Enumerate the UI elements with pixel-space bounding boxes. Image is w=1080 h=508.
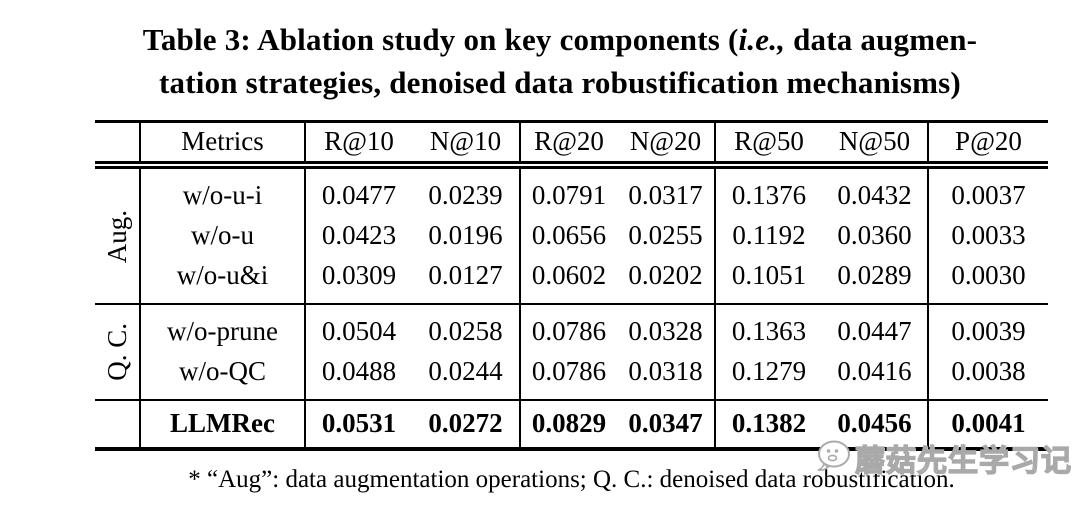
cell-r20: 0.0786 bbox=[519, 352, 617, 401]
cell-r20: 0.0829 bbox=[519, 400, 617, 451]
cell-r50: 0.1051 bbox=[714, 256, 822, 305]
cell-method: w/o-u-i bbox=[139, 165, 305, 216]
cell-p20: 0.0039 bbox=[927, 304, 1048, 352]
table-footnote: * “Aug”: data augmentation operations; Q… bbox=[188, 466, 955, 493]
table-row-llmrec: LLMRec 0.0531 0.0272 0.0829 0.0347 0.138… bbox=[95, 400, 1048, 451]
cell-n50: 0.0447 bbox=[837, 316, 912, 347]
cell-r50: 0.1376 bbox=[714, 165, 822, 216]
cell-r20: 0.0791 bbox=[519, 165, 617, 216]
header-group-empty bbox=[95, 120, 140, 169]
table-row: w/o-u&i 0.0309 0.0127 0.0602 0.0202 0.10… bbox=[95, 256, 1048, 305]
cell-n20: 0.0255 bbox=[628, 220, 703, 251]
header-r10: R@10 bbox=[304, 120, 412, 169]
cell-p20: 0.0030 bbox=[927, 256, 1048, 305]
cell-n50: 0.0289 bbox=[822, 256, 928, 305]
header-metrics: Metrics bbox=[139, 120, 305, 169]
cell-r10: 0.0488 bbox=[304, 352, 412, 401]
cell-p20: 0.0033 bbox=[927, 216, 1048, 256]
cell-r20: 0.0602 bbox=[519, 256, 617, 305]
ablation-table: Metrics R@10 N@10 R@20 N@20 R@50 N@50 P@… bbox=[95, 120, 1048, 451]
cell-n10: 0.0127 bbox=[412, 256, 520, 305]
cell-r50: 0.1279 bbox=[714, 352, 822, 401]
header-p20: P@20 bbox=[927, 120, 1048, 169]
caption-italic-ie: i.e., bbox=[738, 22, 786, 57]
cell-n50: 0.0360 bbox=[837, 220, 912, 251]
header-r20: R@20 bbox=[519, 120, 617, 169]
header-r50: R@50 bbox=[714, 120, 822, 169]
cell-method: w/o-QC bbox=[139, 352, 305, 401]
table-row: Aug. w/o-u-i 0.0477 0.0239 0.0791 0.0317… bbox=[95, 165, 1048, 305]
table-row: w/o-u 0.0423 0.0196 0.0656 0.0255 0.1192… bbox=[95, 216, 1048, 256]
cell-method: w/o-u&i bbox=[139, 256, 305, 305]
cell-method: w/o-prune bbox=[139, 304, 305, 352]
cell-n10: 0.0272 bbox=[412, 400, 520, 451]
cell-n10: 0.0258 bbox=[428, 316, 503, 347]
cell-r10: 0.0504 bbox=[304, 304, 412, 352]
cell-n20: 0.0202 bbox=[617, 256, 715, 305]
header-row: Metrics R@10 N@10 R@20 N@20 R@50 N@50 P@… bbox=[95, 120, 1048, 169]
cell-method: w/o-u bbox=[139, 216, 305, 256]
cell-n50: 0.0432 bbox=[837, 180, 912, 211]
cell-n20: 0.0317 bbox=[628, 180, 703, 211]
cell-n50: 0.0416 bbox=[822, 352, 928, 401]
caption-line-1: Table 3: Ablation study on key component… bbox=[142, 22, 978, 57]
cell-p20: 0.0038 bbox=[927, 352, 1048, 401]
cell-r20: 0.0786 bbox=[519, 304, 617, 352]
cell-r50: 0.1363 bbox=[714, 304, 822, 352]
cell-r50: 0.1192 bbox=[714, 216, 822, 256]
cell-r50: 0.1382 bbox=[714, 400, 822, 451]
header-n50: N@50 bbox=[822, 120, 928, 169]
group-label-aug: Aug. bbox=[95, 165, 140, 305]
cell-n10: 0.0196 bbox=[428, 220, 503, 251]
cell-r10: 0.0477 bbox=[304, 165, 412, 216]
cell-n20: 0.0328 bbox=[628, 316, 703, 347]
caption-line-2: tation strategies, denoised data robusti… bbox=[159, 65, 961, 100]
cell-n20: 0.0318 bbox=[617, 352, 715, 401]
table-row: w/o-QC 0.0488 0.0244 0.0786 0.0318 0.127… bbox=[95, 352, 1048, 401]
cell-r10: 0.0309 bbox=[304, 256, 412, 305]
group-label-empty bbox=[95, 400, 140, 451]
header-n20: N@20 bbox=[617, 120, 715, 169]
header-n10: N@10 bbox=[412, 120, 520, 169]
table-caption: Table 3: Ablation study on key component… bbox=[80, 18, 1040, 104]
cell-r10: 0.0531 bbox=[304, 400, 412, 451]
cell-n10: 0.0239 bbox=[428, 180, 503, 211]
cell-r20: 0.0656 bbox=[519, 216, 617, 256]
cell-n20: 0.0347 bbox=[617, 400, 715, 451]
cell-p20: 0.0041 bbox=[927, 400, 1048, 451]
cell-p20: 0.0037 bbox=[927, 165, 1048, 216]
group-label-qc: Q. C. bbox=[95, 304, 140, 401]
cell-r10: 0.0423 bbox=[304, 216, 412, 256]
table-row: Q. C. w/o-prune 0.0504 0.0258 0.0786 0.0… bbox=[95, 304, 1048, 401]
cell-n50: 0.0456 bbox=[822, 400, 928, 451]
cell-method: LLMRec bbox=[139, 400, 305, 451]
cell-n10: 0.0244 bbox=[412, 352, 520, 401]
